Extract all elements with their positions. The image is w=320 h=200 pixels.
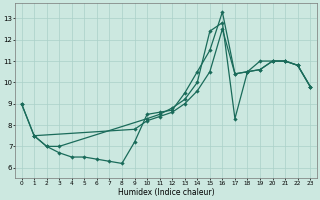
X-axis label: Humidex (Indice chaleur): Humidex (Indice chaleur) xyxy=(117,188,214,197)
